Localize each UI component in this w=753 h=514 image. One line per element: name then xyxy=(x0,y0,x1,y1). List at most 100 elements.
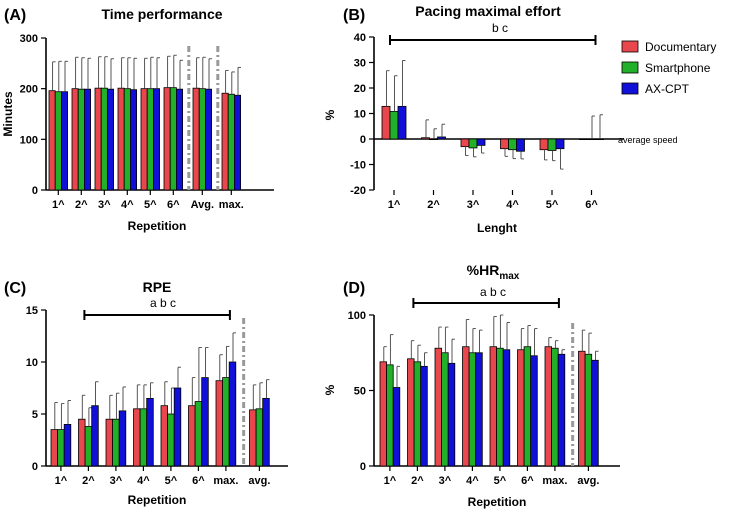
panel-b-y-tick-label: 40 xyxy=(354,32,366,44)
panel-a-bar-axcpt xyxy=(204,88,212,191)
panel-b-bar-axcpt xyxy=(397,105,407,140)
panel-a-bar-documentary xyxy=(71,88,79,191)
panel-b-ylabel: % xyxy=(323,109,337,120)
panel-c-bar-smartphone xyxy=(255,408,264,467)
panel-d-x-tick-label: 2^ xyxy=(411,475,424,487)
panel-b-bar-documentary xyxy=(539,138,549,151)
panel-d-bar-smartphone xyxy=(441,352,449,467)
panel-b-letter: (B) xyxy=(343,7,365,24)
panel-a-x-tick-label: 4^ xyxy=(121,199,134,211)
panel-b-bar-axcpt xyxy=(476,138,486,146)
panel-d-bar-documentary xyxy=(578,350,586,467)
panel-a-bar-smartphone xyxy=(54,91,62,191)
legend-swatch-smartphone xyxy=(621,61,639,74)
legend-label-axcpt: AX-CPT xyxy=(645,82,690,96)
panel-c-bar-axcpt xyxy=(173,387,182,467)
panel-a-x-tick-label: 2^ xyxy=(75,199,88,211)
panel-d-bar-smartphone xyxy=(496,347,504,467)
panel-b-bar-smartphone xyxy=(547,138,557,151)
panel-a-y-tick-label: 0 xyxy=(32,185,38,197)
panel-a-bar-axcpt xyxy=(84,88,92,191)
panel-b-plot: -20 -10 0 10 20 30 40 1^ 2^ 3^ 4^ 5^ 6^ xyxy=(350,32,624,211)
panel-c-letter: (C) xyxy=(4,280,26,297)
legend-swatch-documentary xyxy=(621,40,639,53)
panel-d-bar-axcpt xyxy=(557,353,566,467)
panel-c-bar-smartphone xyxy=(222,377,230,467)
panel-a-x-tick-label: Avg. xyxy=(191,199,214,211)
panel-b-bar-smartphone xyxy=(389,111,399,140)
panel-d-bar-documentary xyxy=(407,358,415,467)
panel-b-y-tick-label: 0 xyxy=(360,134,366,146)
panel-b-x-tick-label: 4^ xyxy=(506,199,519,211)
panel-c-bar-axcpt xyxy=(146,397,154,467)
panel-a-bar-axcpt xyxy=(233,94,241,191)
panel-b-bar-smartphone xyxy=(587,138,596,141)
panel-c-x-tick-label: 4^ xyxy=(137,475,150,487)
panel-a-x-tick-label: 3^ xyxy=(98,199,111,211)
panel-c-bar-documentary xyxy=(249,409,257,467)
panel-a-bar-axcpt xyxy=(175,88,183,191)
panel-d-bar-documentary xyxy=(379,361,387,467)
panel-d-bar-documentary xyxy=(517,349,525,467)
panel-b-x-tick-label: 2^ xyxy=(427,199,440,211)
panel-c-bar-smartphone xyxy=(112,418,120,467)
panel-d-bar-smartphone xyxy=(523,346,532,467)
panel-c-x-tick-label: max. xyxy=(213,475,238,487)
legend-label-smartphone: Smartphone xyxy=(645,61,711,75)
panel-d-significance-bracket xyxy=(412,298,560,308)
panel-c-y-tick-label: 0 xyxy=(32,461,38,473)
legend: Documentary Smartphone AX-CPT xyxy=(621,40,716,96)
panel-c-bar-smartphone xyxy=(139,408,148,467)
panel-c: (C) RPE Repetition a b c 0 5 10 15 1^ 2^ 3^ 4^ 5… xyxy=(4,279,288,507)
panel-b-x-tick-label: 1^ xyxy=(388,199,401,211)
panel-a-x-tick-label: 1^ xyxy=(52,199,65,211)
panel-d-bar-smartphone xyxy=(468,352,477,467)
panel-d-title: %HRmax xyxy=(467,262,520,282)
panel-a-x-tick-label: max. xyxy=(219,199,244,211)
panel-b-title: Pacing maximal effort xyxy=(415,3,561,19)
legend-swatch-axcpt xyxy=(621,82,639,95)
panel-c-y-tick-label: 10 xyxy=(26,357,38,369)
panel-a-plot: 0 100 200 300 1^ 2^ 3^ 4^ 5^ 6^ Avg. max. xyxy=(20,33,274,211)
panel-d-x-tick-label: 6^ xyxy=(521,475,534,487)
panel-c-bar-smartphone xyxy=(57,429,65,467)
panel-d-title-main: %HR xyxy=(467,262,500,278)
panel-d-x-tick-label: 5^ xyxy=(494,475,507,487)
panel-d-title-sub: max xyxy=(499,271,519,282)
panel-c-bar-smartphone xyxy=(167,413,175,467)
panel-a-title: Time performance xyxy=(101,6,222,22)
panel-d-xlabel: Repetition xyxy=(468,495,527,509)
panel-b-y-tick-label: -10 xyxy=(350,160,366,172)
panel-d-bar-smartphone xyxy=(386,364,394,467)
panel-b-bar-documentary xyxy=(500,138,509,150)
panel-a-bar-documentary xyxy=(140,88,148,191)
panel-b-y-tick-label: 30 xyxy=(354,58,366,70)
panel-b-bar-documentary xyxy=(421,137,430,140)
panel-d-bar-axcpt xyxy=(530,355,538,467)
panel-c-bar-documentary xyxy=(188,405,196,467)
panel-a-bar-axcpt xyxy=(152,88,160,191)
panel-d-bar-documentary xyxy=(489,346,497,467)
panel-b-y-tick-label: -20 xyxy=(350,185,366,197)
panel-a-bar-smartphone xyxy=(169,87,177,191)
panel-d-plot: 0 50 100 1^ 2^ 3^ 4^ 5^ 6^ max. avg. xyxy=(348,298,620,487)
panel-c-bar-documentary xyxy=(215,380,223,467)
panel-c-y-tick-label: 5 xyxy=(32,409,38,421)
panel-d-bar-smartphone xyxy=(551,347,559,467)
panel-c-x-tick-label: 2^ xyxy=(82,475,95,487)
panel-b-bar-axcpt xyxy=(516,138,525,152)
panel-a-bar-axcpt xyxy=(129,89,137,191)
panel-c-bar-smartphone xyxy=(194,401,203,467)
panel-c-bar-axcpt xyxy=(118,410,127,467)
panel-c-bar-smartphone xyxy=(84,426,93,467)
panel-c-bar-documentary xyxy=(105,418,113,467)
panel-c-x-tick-label: 3^ xyxy=(110,475,123,487)
panel-d-y-tick-label: 50 xyxy=(354,386,366,398)
panel-c-bar-axcpt xyxy=(91,405,99,467)
panel-c-x-tick-label: 1^ xyxy=(55,475,68,487)
panel-b-y-tick-label: 20 xyxy=(354,83,366,95)
panel-c-bar-documentary xyxy=(50,429,58,467)
panel-d-bar-smartphone xyxy=(413,361,422,467)
panel-b-significance-bracket xyxy=(389,35,597,45)
panel-d-bar-documentary xyxy=(434,347,442,467)
